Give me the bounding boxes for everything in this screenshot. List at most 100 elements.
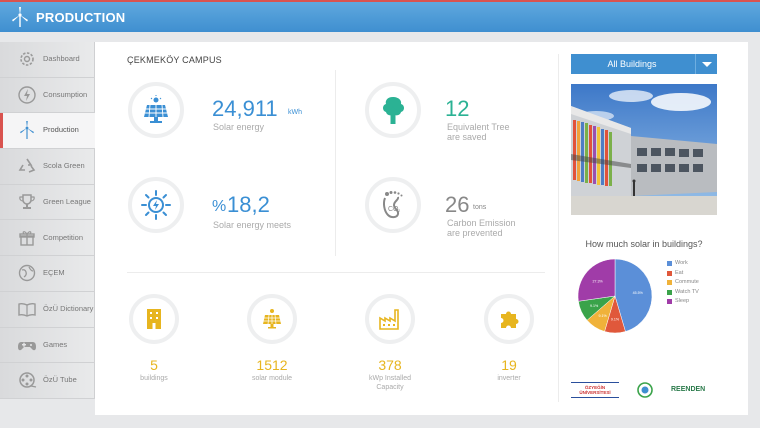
factory-icon bbox=[379, 309, 399, 330]
pie-slice-sleep[interactable] bbox=[577, 258, 616, 302]
solar-energy-circle bbox=[128, 82, 184, 138]
sidebar-item-label: Competition bbox=[43, 232, 84, 242]
puzzle-icon bbox=[501, 311, 519, 328]
sidebar-item-consumption[interactable]: Consumption bbox=[0, 78, 95, 114]
solar-module-circle bbox=[247, 294, 297, 344]
solar-panel-icon bbox=[144, 95, 168, 123]
trees-label-line2: are saved bbox=[447, 132, 487, 142]
wind-turbine-icon bbox=[12, 7, 28, 27]
solar-energy-value: 24,911 bbox=[212, 96, 278, 121]
pie-slice-work[interactable] bbox=[614, 258, 653, 332]
solar-module-value: 1512 bbox=[256, 357, 288, 373]
legend-swatch bbox=[667, 299, 672, 304]
pie-slice-label: 9.1% bbox=[590, 304, 599, 308]
reenden-logo: REENDEN bbox=[671, 386, 706, 393]
solar-meets-circle bbox=[128, 177, 184, 233]
sidebar-item-games[interactable]: Games bbox=[0, 328, 95, 364]
book-icon bbox=[18, 302, 36, 317]
sidebar-item-ozu-tube[interactable]: ÖzÜ Tube bbox=[0, 363, 95, 399]
legend-item-watch-tv[interactable]: Watch TV bbox=[667, 289, 699, 299]
tree-icon bbox=[383, 97, 404, 124]
globe-icon bbox=[18, 264, 36, 282]
gear-icon bbox=[20, 52, 34, 66]
sidebar-item-label: EÇEM bbox=[43, 268, 65, 278]
trophy-icon bbox=[19, 194, 35, 209]
sidebar: Dashboard Consumption Production Scola G… bbox=[0, 42, 95, 399]
capacity-value: 378 bbox=[378, 357, 402, 373]
gamepad-icon bbox=[18, 341, 36, 350]
lightning-icon bbox=[18, 85, 36, 104]
trees-circle bbox=[365, 82, 421, 138]
building-select-value: All Buildings bbox=[607, 59, 657, 69]
solar-module-label: solar module bbox=[251, 375, 293, 382]
sidebar-item-label: Dashboard bbox=[43, 54, 80, 63]
right-column-divider bbox=[558, 54, 559, 402]
pie-slice-label: 9.1% bbox=[611, 317, 620, 321]
university-logo-text: ÖZYEĞİN ÜNİVERSİTESİ bbox=[571, 382, 619, 398]
inverter-label: inverter bbox=[497, 375, 521, 382]
legend-label: Work bbox=[675, 260, 688, 266]
university-logo: ÖZYEĞİN ÜNİVERSİTESİ bbox=[571, 382, 619, 398]
carbon-unit: tons bbox=[473, 204, 487, 211]
inverter-circle bbox=[484, 294, 534, 344]
trees-value: 12 bbox=[445, 96, 470, 121]
gift-icon bbox=[19, 230, 35, 246]
sidebar-item-ecem[interactable]: EÇEM bbox=[0, 256, 95, 292]
page-title: PRODUCTION bbox=[36, 10, 126, 25]
legend-item-commute[interactable]: Commute bbox=[667, 279, 699, 289]
sun-icon bbox=[141, 190, 171, 220]
sidebar-item-label: Consumption bbox=[43, 89, 88, 99]
campus-title: ÇEKMEKÖY CAMPUS bbox=[127, 55, 222, 65]
top-bar: PRODUCTION bbox=[0, 0, 760, 32]
pie-slice-label: 27.3% bbox=[593, 279, 604, 283]
sidebar-item-label: ÖzÜ Dictionary bbox=[43, 303, 94, 313]
recycle-icon bbox=[18, 158, 36, 173]
solar-energy-unit: kWh bbox=[288, 109, 302, 116]
wind-turbine-icon bbox=[20, 121, 34, 140]
sidebar-item-production[interactable]: Production bbox=[0, 113, 95, 150]
legend-item-sleep[interactable]: Sleep bbox=[667, 298, 699, 308]
solar-meets-value: 18,2 bbox=[227, 192, 270, 217]
footprint-co2-icon: CO 2 bbox=[383, 191, 403, 219]
legend-swatch bbox=[667, 289, 672, 295]
vertical-divider bbox=[335, 70, 336, 256]
capacity-circle bbox=[365, 294, 415, 344]
carbon-value: 26 bbox=[445, 192, 470, 217]
sidebar-item-ozu-dictionary[interactable]: ÖzÜ Dictionary bbox=[0, 292, 95, 328]
building-icon bbox=[147, 309, 161, 329]
solar-panel-icon bbox=[263, 309, 281, 329]
sidebar-item-dashboard[interactable]: Dashboard bbox=[0, 42, 95, 78]
film-reel-icon bbox=[19, 372, 37, 389]
carbon-circle: CO 2 bbox=[365, 177, 421, 233]
legend-item-eat[interactable]: Eat bbox=[667, 270, 699, 280]
trees-label-line1: Equivalent Tree bbox=[447, 122, 510, 132]
pie-slice-label: 9.1% bbox=[598, 314, 607, 318]
buildings-label: buildings bbox=[140, 375, 168, 382]
right-column: All Buildings bbox=[95, 42, 748, 415]
sidebar-item-green-league[interactable]: Green League bbox=[0, 185, 95, 221]
sidebar-item-label: Production bbox=[43, 125, 79, 135]
buildings-value: 5 bbox=[150, 357, 158, 373]
pie-chart-title: How much solar in buildings? bbox=[585, 239, 703, 249]
carbon-label-line2: are prevented bbox=[447, 228, 503, 238]
legend-label: Commute bbox=[675, 279, 699, 285]
capacity-label-line2: Capacity bbox=[376, 384, 404, 391]
sidebar-item-label: ÖzÜ Tube bbox=[43, 375, 77, 385]
pie-chart: 45.5% 9.1% 9.1% 9.1% 27.3% bbox=[577, 258, 653, 334]
pie-legend: Work Eat Commute Watch TV Sleep bbox=[667, 260, 699, 308]
legend-swatch bbox=[667, 280, 672, 285]
sidebar-item-scola-green[interactable]: Scola Green bbox=[0, 149, 95, 185]
partner-logos: ÖZYEĞİN ÜNİVERSİTESİ REENDEN bbox=[571, 382, 721, 402]
legend-swatch bbox=[667, 261, 672, 266]
solar-energy-label: Solar energy bbox=[213, 122, 265, 132]
building-select[interactable]: All Buildings bbox=[571, 54, 717, 74]
chevron-down-icon[interactable] bbox=[695, 54, 717, 74]
inverter-value: 19 bbox=[501, 357, 517, 373]
sidebar-item-competition[interactable]: Competition bbox=[0, 221, 95, 257]
svg-text:2: 2 bbox=[398, 208, 401, 213]
sidebar-item-label: Games bbox=[43, 339, 68, 349]
legend-label: Watch TV bbox=[675, 288, 699, 295]
capacity-label-line1: kWp Installed bbox=[368, 375, 412, 382]
legend-item-work[interactable]: Work bbox=[667, 260, 699, 270]
pie-slice-label: 45.5% bbox=[633, 291, 644, 295]
